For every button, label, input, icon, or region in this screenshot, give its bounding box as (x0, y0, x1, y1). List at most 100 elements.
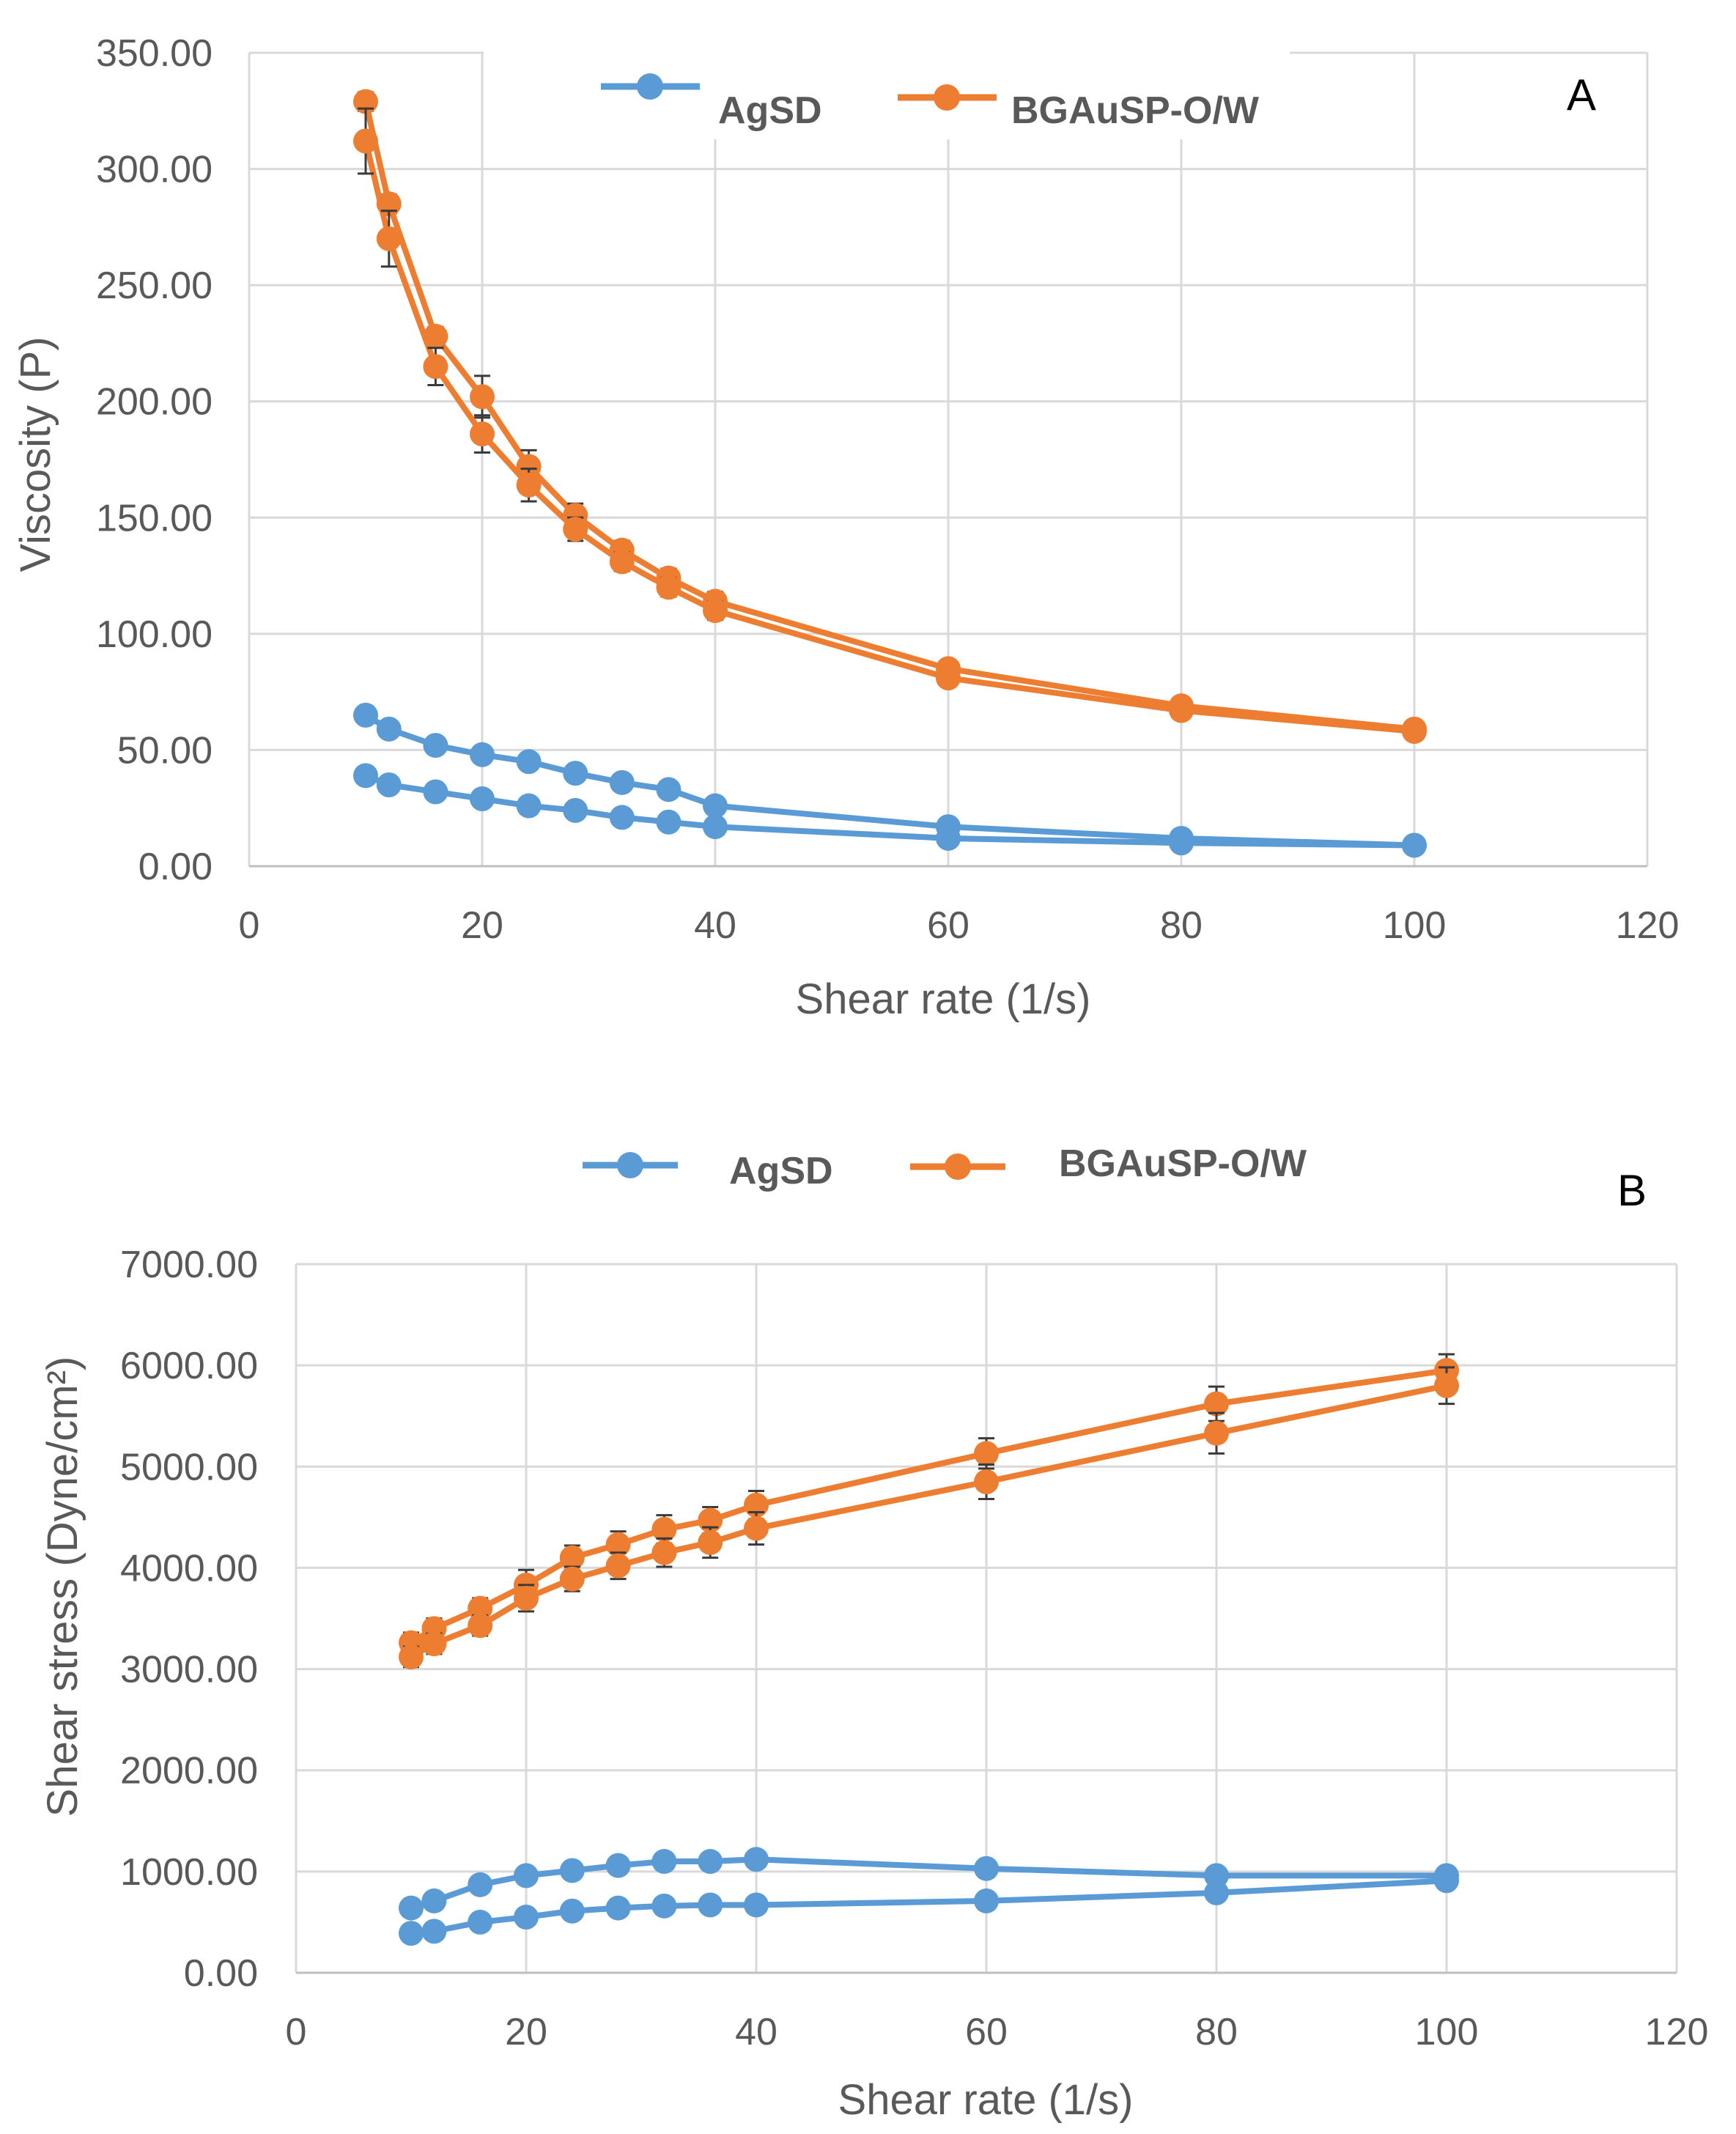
data-point (605, 1895, 631, 1921)
data-point (1169, 830, 1194, 856)
data-point (1434, 1373, 1459, 1398)
data-point (353, 702, 378, 728)
data-point (974, 1856, 999, 1881)
series-agsd (399, 1868, 1459, 1946)
y-tick-label: 4000.00 (120, 1547, 258, 1590)
data-point (605, 1553, 631, 1579)
data-point (399, 1895, 424, 1921)
data-point (1204, 1863, 1229, 1889)
data-point (399, 1921, 424, 1946)
data-point (423, 733, 448, 758)
y-tick-label: 1000.00 (120, 1851, 258, 1894)
panel-label-b: B (1617, 1166, 1647, 1215)
data-point (974, 1469, 999, 1495)
data-point (559, 1858, 585, 1883)
data-point (1402, 832, 1427, 858)
data-point (563, 517, 588, 542)
data-point (421, 1888, 447, 1913)
legend-marker-bgausp (934, 84, 960, 111)
x-tick-label: 100 (1383, 904, 1447, 947)
y-tick-label: 0.00 (138, 846, 213, 888)
series-line (363, 712, 1415, 849)
x-tick-label: 40 (694, 904, 736, 947)
y-tick-label: 2000.00 (120, 1750, 258, 1793)
series-line (363, 140, 1415, 735)
x-tick-label: 20 (505, 2011, 547, 2053)
data-point (423, 354, 448, 380)
data-point (423, 779, 448, 805)
data-point (744, 1515, 769, 1541)
series-line (409, 1367, 1447, 1646)
data-point (1204, 1880, 1229, 1905)
y-tick-labels: 0.00 50.00 100.00 150.00 200.00 250.00 300.00 3… (96, 32, 213, 888)
plot-area (353, 89, 1427, 858)
data-point (1434, 1868, 1459, 1894)
x-tick-label: 60 (927, 904, 969, 947)
data-point (609, 769, 635, 795)
data-point (559, 1566, 585, 1592)
data-point (609, 549, 635, 575)
y-tick-label: 50.00 (117, 729, 213, 772)
x-axis-title: Shear rate (1/s) (796, 975, 1091, 1023)
data-point (974, 1441, 999, 1466)
data-point (974, 1888, 999, 1913)
panel-label-a: A (1567, 70, 1596, 119)
series-bgausp-o-w (399, 1353, 1459, 1655)
x-tick-labels: 0 20 40 60 80 100 120 (286, 2011, 1709, 2053)
x-tick-label: 20 (461, 904, 503, 947)
data-point (703, 598, 728, 624)
x-tick-label: 120 (1616, 904, 1680, 947)
series-agsd (399, 1847, 1459, 1921)
data-point (516, 793, 542, 819)
data-point (516, 454, 542, 479)
data-point (744, 1892, 769, 1918)
series-line (410, 1382, 1447, 1660)
x-tick-label: 0 (286, 2011, 307, 2053)
data-point (353, 128, 378, 154)
data-point (651, 1849, 677, 1875)
legend-marker-bgausp (945, 1153, 971, 1180)
data-point (605, 1532, 631, 1557)
data-point (656, 809, 682, 835)
data-point (376, 772, 402, 797)
viscosity-chart: 0.00 50.00 100.00 150.00 200.00 250.00 300.00 3… (12, 32, 1679, 1023)
series-bgausp-o-w (353, 89, 1427, 742)
data-point (656, 575, 682, 600)
y-tick-label: 3000.00 (120, 1649, 258, 1691)
data-point (563, 797, 588, 823)
grid-lines (248, 51, 1649, 868)
data-point (1204, 1420, 1229, 1446)
series-bgausp-o-w (353, 107, 1427, 745)
legend-marker-agsd (637, 73, 663, 100)
data-point (563, 761, 588, 786)
data-point (559, 1898, 585, 1924)
legend-label-agsd: AgSD (729, 1150, 833, 1192)
data-point (698, 1529, 723, 1555)
data-point (559, 1545, 585, 1570)
x-tick-labels: 0 20 40 60 80 100 120 (239, 904, 1680, 947)
data-point (470, 742, 495, 767)
data-point (1204, 1391, 1229, 1417)
legend-label-bgausp: BGAuSP-O/W (1059, 1142, 1307, 1185)
series-agsd (353, 763, 1427, 858)
data-point (703, 793, 728, 819)
data-point (651, 1893, 677, 1919)
data-point (468, 1872, 493, 1897)
data-point (609, 805, 635, 830)
data-point (698, 1892, 723, 1918)
data-point (376, 226, 402, 251)
data-point (514, 1863, 539, 1889)
x-axis-title: Shear rate (1/s) (838, 2076, 1134, 2124)
data-point (656, 777, 682, 802)
data-point (936, 665, 961, 691)
data-point (421, 1631, 447, 1657)
x-tick-label: 100 (1415, 2011, 1479, 2053)
data-point (376, 716, 402, 742)
data-point (936, 825, 961, 851)
y-axis-title: Viscosity (P) (12, 336, 59, 572)
data-point (514, 1905, 539, 1930)
y-tick-label: 150.00 (96, 497, 213, 539)
series-bgausp-o-w (399, 1366, 1459, 1669)
y-tick-label: 5000.00 (120, 1446, 258, 1488)
